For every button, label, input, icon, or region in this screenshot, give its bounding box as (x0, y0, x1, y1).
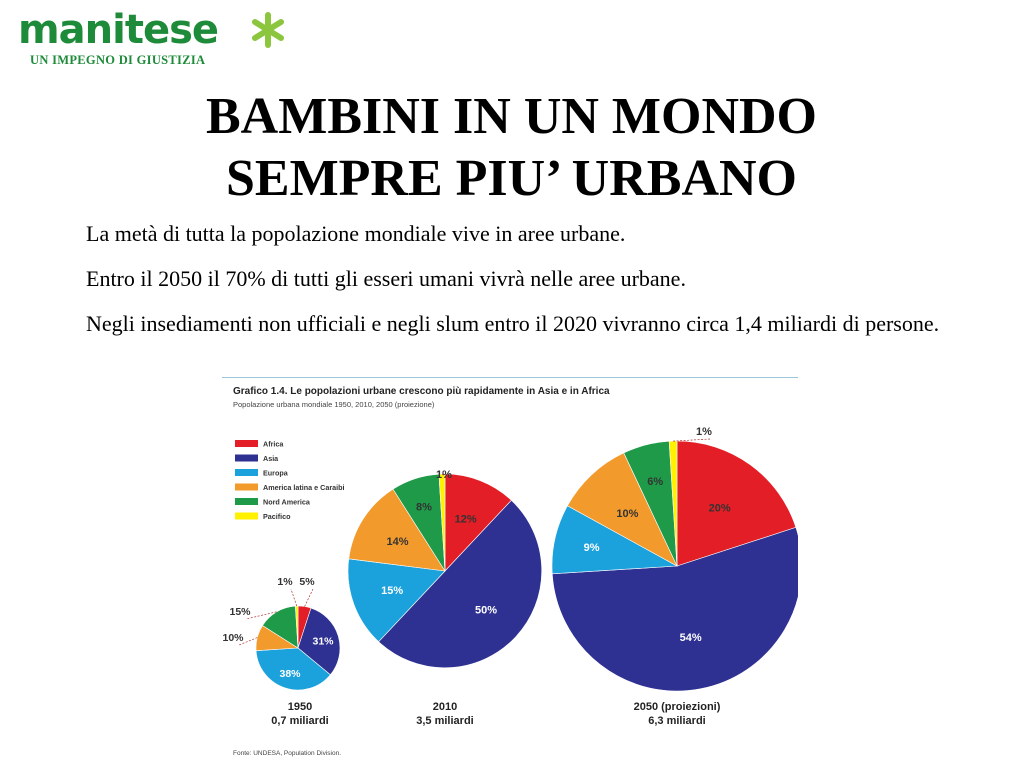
pie-year-2: 2050 (proiezioni) (634, 701, 721, 713)
leader-line-0-0 (304, 588, 314, 607)
slice-label-2-0: 20% (709, 502, 731, 514)
pie-total-0: 0,7 miliardi (271, 715, 328, 727)
slice-label-1-3: 14% (386, 536, 408, 548)
slide-body: La metà di tutta la popolazione mondiale… (86, 220, 946, 355)
chart-subtitle: Popolazione urbana mondiale 1950, 2010, … (233, 400, 435, 409)
legend-swatch-5 (235, 512, 258, 520)
slice-label-0-4: 15% (229, 606, 251, 618)
slice-1-0 (444, 473, 512, 572)
slice-label-1-0: 12% (455, 514, 477, 526)
pie-year-0: 1950 (288, 701, 312, 713)
legend-swatch-1 (235, 454, 258, 462)
pie-year-1: 2010 (433, 701, 457, 713)
leader-line-2-5 (673, 438, 711, 442)
slice-0-1 (297, 607, 341, 676)
legend-label-4: Nord America (263, 498, 311, 507)
slice-label-0-0: 5% (299, 576, 315, 588)
slice-label-2-1: 54% (680, 632, 702, 644)
legend-swatch-0 (235, 440, 258, 447)
manitese-logo: manitese UN IMPEGNO DI GIUSTIZIA (18, 6, 288, 70)
slice-label-1-1: 50% (475, 605, 497, 617)
title-line-2: SEMPRE PIU’ URBANO (225, 150, 798, 207)
slice-label-2-3: 10% (616, 508, 638, 520)
legend-swatch-4 (235, 498, 258, 505)
leader-line-0-4 (245, 611, 277, 620)
chart-source: Fonte: UNDESA, Population Division. (233, 750, 341, 757)
chart-legend: Africa Asia Europa America latina e Caraibi… (235, 440, 345, 521)
logo-wordmark: manitese (18, 7, 219, 53)
pies-group: 5% 31% 38% 10% 15% 1% 1950 0,7 miliardi 12% 50% 15… (222, 426, 803, 727)
slice-label-0-2: 38% (279, 668, 301, 680)
leader-line-1-5 (441, 473, 451, 483)
legend-label-1: Asia (263, 454, 279, 463)
paragraph-2: Entro il 2050 il 70% di tutti gli esseri… (86, 266, 686, 291)
slice-1-2 (347, 558, 446, 643)
slide-title: BAMBINI IN UN MONDO SEMPRE PIU’ URBANO (0, 86, 1023, 210)
slice-2-0 (676, 440, 797, 567)
pie-chart: Grafico 1.4. Le popolazioni urbane cresc… (222, 386, 803, 757)
leader-line-0-5 (290, 588, 298, 607)
slice-1-3 (348, 488, 446, 572)
slice-label-1-2: 15% (381, 585, 403, 597)
legend-swatch-3 (235, 483, 258, 491)
chart-figure: Grafico 1.4. Le popolazioni urbane cresc… (222, 377, 803, 767)
pie-total-2: 6,3 miliardi (648, 715, 705, 727)
slice-label-1-4: 8% (416, 501, 432, 513)
figure-top-rule (222, 377, 798, 378)
paragraph-1: La metà di tutta la popolazione mondiale… (86, 221, 626, 246)
slice-0-5 (295, 605, 299, 649)
slice-label-2-4: 6% (647, 476, 663, 488)
slice-label-0-3: 10% (222, 632, 244, 644)
logo-tagline: UN IMPEGNO DI GIUSTIZIA (30, 53, 206, 67)
title-line-1: BAMBINI IN UN MONDO (206, 88, 817, 145)
legend-label-2: Europa (263, 469, 289, 478)
star-icon (252, 12, 284, 48)
chart-title: Grafico 1.4. Le popolazioni urbane cresc… (233, 386, 610, 397)
slice-label-0-5: 1% (277, 576, 293, 588)
slice-label-2-2: 9% (584, 542, 600, 554)
legend-label-0: Africa (263, 440, 284, 449)
slice-0-2 (255, 647, 331, 691)
legend-swatch-2 (235, 469, 258, 476)
slice-label-0-1: 31% (312, 636, 334, 648)
slice-label-2-5: 1% (696, 426, 712, 438)
slice-1-1 (378, 499, 543, 669)
slice-2-3 (567, 452, 678, 567)
paragraph-3: Negli insediamenti non ufficiali e negli… (86, 311, 940, 336)
slice-label-1-5: 1% (436, 469, 452, 481)
legend-label-5: Pacifico (263, 512, 291, 521)
pie-total-1: 3,5 miliardi (416, 715, 473, 727)
legend-label-3: America latina e Caraibi (263, 483, 345, 492)
